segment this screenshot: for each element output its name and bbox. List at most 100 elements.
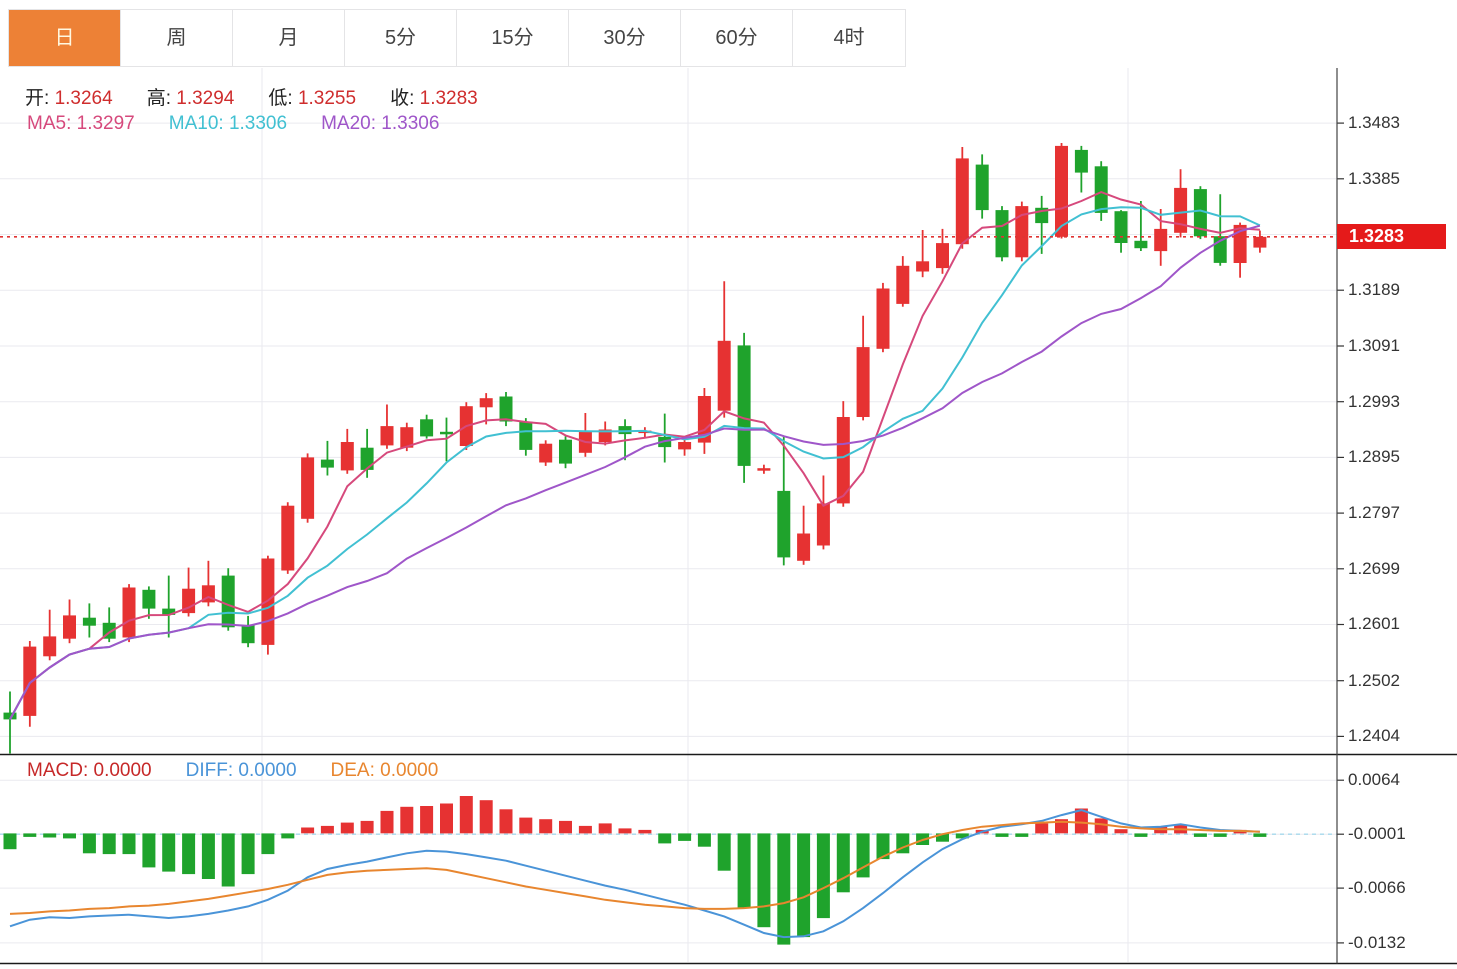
candle bbox=[221, 568, 235, 631]
macd-tick-label: -0.0132 bbox=[1348, 933, 1406, 952]
macd-bar bbox=[142, 833, 156, 868]
macd-bar bbox=[797, 833, 811, 938]
macd-bar bbox=[638, 829, 652, 834]
legend-item: MA20: 1.3306 bbox=[321, 113, 439, 135]
candle bbox=[340, 428, 354, 474]
candle bbox=[499, 392, 513, 427]
legend-item: MACD: 0.0000 bbox=[27, 760, 152, 782]
macd-bar bbox=[618, 828, 632, 834]
macd-bar bbox=[440, 803, 453, 834]
macd-bar bbox=[1193, 833, 1207, 837]
candle bbox=[1015, 201, 1029, 262]
macd-tick-label: -0.0001 bbox=[1348, 824, 1406, 843]
current-price-label: 1.3283 bbox=[1337, 224, 1446, 249]
macd-bar bbox=[539, 819, 553, 834]
period-tab-日[interactable]: 日 bbox=[9, 10, 121, 66]
price-tick-label: 1.3189 bbox=[1348, 280, 1400, 299]
candle bbox=[479, 393, 493, 425]
macd-bar bbox=[82, 833, 96, 854]
period-tab-月[interactable]: 月 bbox=[233, 10, 345, 66]
candle bbox=[122, 584, 136, 643]
period-tab-30分[interactable]: 30分 bbox=[569, 10, 681, 66]
candle bbox=[241, 615, 255, 648]
period-tab-15分[interactable]: 15分 bbox=[457, 10, 569, 66]
candle bbox=[82, 603, 96, 638]
macd-bar bbox=[717, 833, 731, 871]
legend-label: 高: bbox=[146, 88, 177, 109]
candle bbox=[43, 609, 57, 661]
macd-bar bbox=[1134, 833, 1148, 837]
candle bbox=[717, 281, 731, 418]
candle bbox=[856, 315, 870, 421]
macd-tick-label: 0.0064 bbox=[1348, 770, 1400, 789]
legend-label: MA5: bbox=[27, 113, 77, 134]
candle bbox=[281, 502, 295, 574]
macd-bar bbox=[678, 833, 692, 841]
dea-line bbox=[9, 820, 1260, 915]
candle bbox=[559, 436, 572, 469]
candle bbox=[757, 464, 771, 474]
macd-bar bbox=[122, 833, 136, 855]
candle bbox=[936, 228, 949, 274]
macd-bar bbox=[578, 825, 592, 834]
candle bbox=[777, 435, 791, 566]
candle bbox=[3, 691, 17, 754]
candle bbox=[1193, 186, 1207, 240]
legend-label: MA10: bbox=[168, 113, 229, 134]
period-tab-周[interactable]: 周 bbox=[121, 10, 233, 66]
price-tick-label: 1.2993 bbox=[1348, 392, 1400, 411]
legend-label: DEA: bbox=[330, 760, 381, 781]
macd-bar bbox=[1213, 833, 1227, 837]
macd-bar bbox=[1074, 808, 1088, 834]
legend-item: MA5: 1.3297 bbox=[27, 113, 135, 135]
macd-bar bbox=[23, 833, 37, 837]
macd-bar bbox=[658, 833, 672, 844]
candle bbox=[360, 428, 374, 478]
candle bbox=[1154, 209, 1168, 266]
legend-value: 1.3306 bbox=[228, 113, 288, 134]
candle bbox=[598, 421, 612, 446]
macd-bar bbox=[320, 825, 334, 834]
macd-bar bbox=[499, 809, 513, 834]
macd-bar bbox=[63, 833, 76, 839]
macd-bar bbox=[420, 806, 434, 834]
period-tab-4时[interactable]: 4时 bbox=[793, 10, 905, 66]
candle bbox=[816, 475, 830, 550]
candle bbox=[63, 599, 76, 644]
macd-bar bbox=[519, 817, 533, 834]
candle bbox=[519, 418, 533, 456]
macd-bar bbox=[479, 800, 493, 834]
candle bbox=[1253, 230, 1267, 253]
legend-label: 收: bbox=[390, 88, 420, 109]
legend-value: 1.3255 bbox=[297, 88, 357, 109]
macd-bar bbox=[1114, 829, 1128, 834]
ma-legend: MA5: 1.3297 MA10: 1.3306 MA20: 1.3306 bbox=[27, 113, 473, 135]
legend-value: 0.0000 bbox=[380, 760, 439, 781]
macd-bar bbox=[816, 833, 830, 919]
macd-bar bbox=[876, 833, 890, 860]
candle bbox=[955, 147, 969, 249]
price-tick-label: 1.2797 bbox=[1348, 503, 1400, 522]
macd-bar bbox=[3, 833, 17, 850]
ohlc-legend: 开: 1.3264 高: 1.3294 低: 1.3255 收: 1.3283 bbox=[25, 83, 512, 110]
price-tick-label: 1.2699 bbox=[1348, 559, 1400, 578]
macd-bar bbox=[697, 833, 711, 847]
candle bbox=[876, 282, 890, 353]
legend-item: 开: 1.3264 bbox=[25, 83, 113, 110]
price-tick-label: 1.3091 bbox=[1348, 336, 1400, 355]
macd-tick-label: -0.0066 bbox=[1348, 878, 1406, 897]
period-tab-5分[interactable]: 5分 bbox=[345, 10, 457, 66]
candle bbox=[995, 206, 1009, 262]
legend-value: 0.0000 bbox=[93, 760, 152, 781]
macd-bar bbox=[836, 833, 850, 893]
macd-legend: MACD: 0.0000 DIFF: 0.0000 DEA: 0.0000 bbox=[27, 760, 472, 782]
candle bbox=[380, 404, 394, 449]
macd-bar bbox=[301, 827, 315, 834]
candle bbox=[1114, 210, 1128, 253]
period-tab-60分[interactable]: 60分 bbox=[681, 10, 793, 66]
price-tick-label: 1.2895 bbox=[1348, 447, 1400, 466]
legend-label: 低: bbox=[268, 88, 298, 109]
legend-label: DIFF: bbox=[185, 760, 239, 781]
candle bbox=[658, 413, 672, 463]
